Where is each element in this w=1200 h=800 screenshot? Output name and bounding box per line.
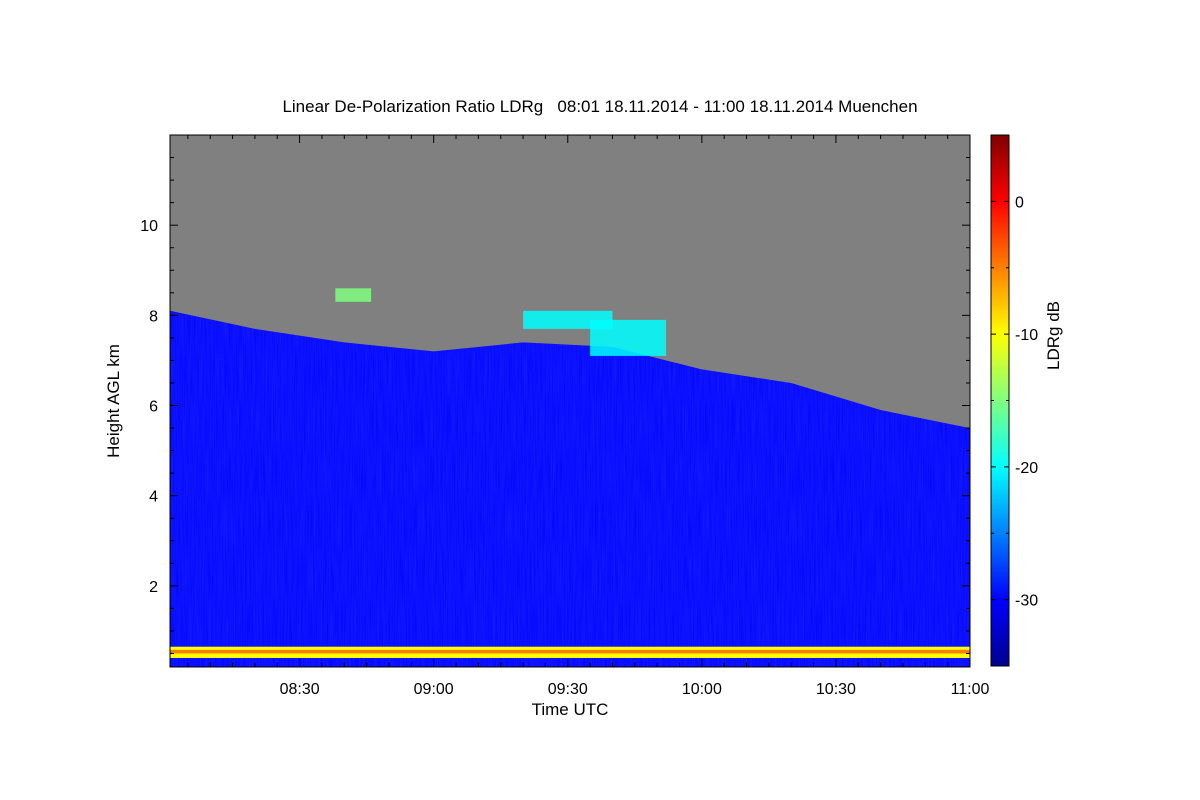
feature-layer-3 bbox=[335, 288, 372, 302]
colorbar-ticks: 0 -10 -20 -30 bbox=[991, 134, 1038, 667]
chart-title: Linear De-Polarization Ratio LDRg 08:01 … bbox=[282, 97, 918, 116]
y-tick-label: 6 bbox=[149, 399, 158, 416]
feature-layer-4 bbox=[523, 310, 613, 329]
plot-frame bbox=[169, 134, 971, 668]
y-tick-label: 10 bbox=[140, 218, 158, 235]
x-tick-label: 09:30 bbox=[548, 681, 588, 698]
feature-layers bbox=[170, 288, 970, 658]
plot-area bbox=[170, 135, 970, 667]
y-tick-label: 2 bbox=[149, 579, 158, 596]
x-axis: 08:30 09:00 09:30 10:00 10:30 11:00 bbox=[187, 135, 990, 698]
x-tick-label: 11:00 bbox=[951, 681, 990, 698]
x-tick-label: 09:00 bbox=[414, 681, 454, 698]
y-axis-label: Height AGL km bbox=[104, 344, 123, 458]
x-tick-label: 10:30 bbox=[816, 681, 856, 698]
y-tick-label: 4 bbox=[149, 489, 158, 506]
x-axis-label: Time UTC bbox=[532, 700, 609, 719]
y-axis: 2 4 6 8 10 bbox=[140, 134, 970, 654]
colorbar-tick-label: -30 bbox=[1015, 593, 1038, 610]
colorbar-tick-label: -20 bbox=[1015, 460, 1038, 477]
colorbar: 0 -10 -20 -30 LDRg dB bbox=[990, 134, 1063, 667]
colorbar-label: LDRg dB bbox=[1044, 301, 1063, 370]
x-tick-label: 10:00 bbox=[682, 681, 722, 698]
colorbar-tick-label: 0 bbox=[1015, 194, 1024, 211]
colorbar-tick-label: -10 bbox=[1015, 327, 1038, 344]
x-tick-label: 08:30 bbox=[280, 681, 320, 698]
y-tick-label: 8 bbox=[149, 308, 158, 325]
feature-layer-1 bbox=[170, 649, 970, 654]
